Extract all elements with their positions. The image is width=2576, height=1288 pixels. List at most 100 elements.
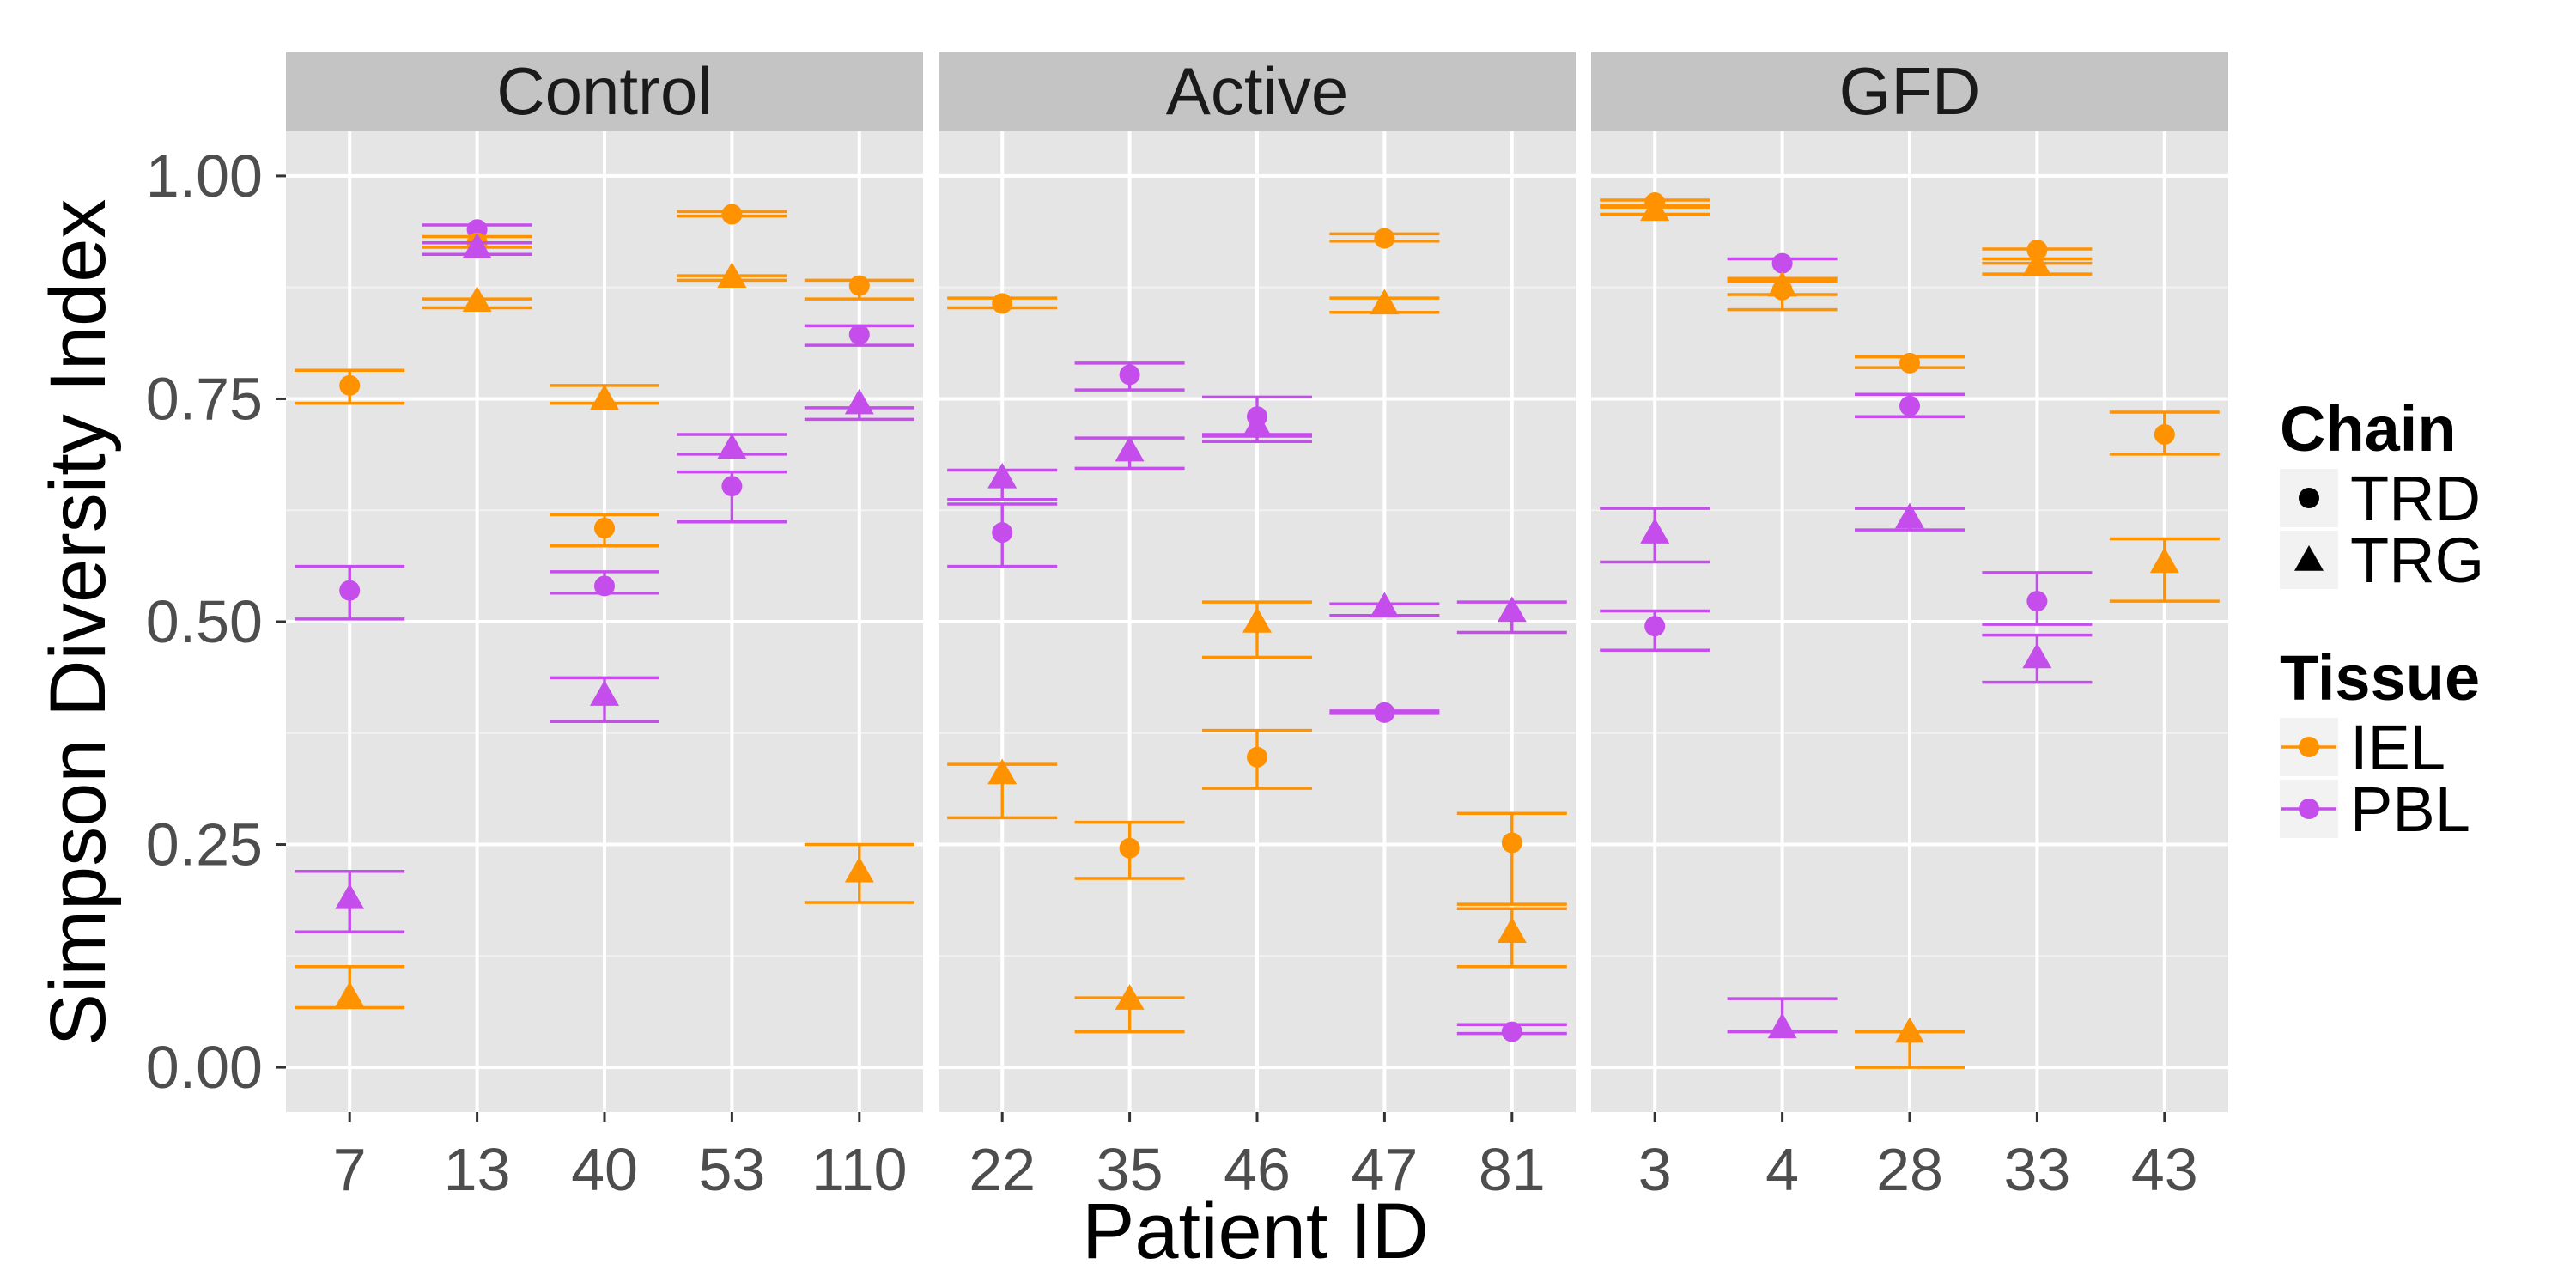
point-circle <box>339 580 361 601</box>
data-point-3-pbl-trd <box>1600 609 1710 652</box>
point-triangle <box>1115 984 1145 1010</box>
legend-circle <box>2299 799 2319 819</box>
data-point-53-iel-trg <box>677 262 787 288</box>
data-point-110-pbl-trg <box>804 388 914 422</box>
point-circle <box>992 293 1013 314</box>
data-point-4-iel-trd <box>1727 279 1838 301</box>
point-circle <box>1501 1021 1522 1042</box>
point-triangle <box>2022 250 2052 276</box>
x-tick-label: 53 <box>698 1136 765 1203</box>
data-point-110-iel-trd <box>804 275 914 301</box>
data-point-7-pbl-trg <box>295 869 405 934</box>
point-triangle <box>335 981 365 1007</box>
point-circle <box>1899 352 1920 374</box>
data-point-53-pbl-trg <box>677 433 787 459</box>
legend-item-trg: TRG <box>2280 525 2484 596</box>
point-circle <box>594 517 615 538</box>
point-circle <box>1771 279 1793 301</box>
legend-circle <box>2299 737 2319 757</box>
data-point-7-iel-trd <box>295 368 405 405</box>
point-triangle <box>590 680 619 706</box>
data-point-40-iel-trd <box>550 513 659 548</box>
data-marks <box>947 228 1567 1042</box>
strip-label: Control <box>496 53 712 129</box>
legend-item-iel: IEL <box>2280 712 2445 783</box>
point-circle <box>1247 746 1267 768</box>
x-tick-label: 13 <box>444 1136 511 1203</box>
point-triangle <box>1767 1012 1797 1039</box>
point-triangle <box>1895 1017 1924 1043</box>
point-circle <box>594 575 615 597</box>
legend-title-chain: Chain <box>2280 393 2457 465</box>
strip-background <box>1591 52 2228 131</box>
data-point-28-pbl-trd <box>1855 392 1965 418</box>
panel-gfd: 3 4 28 33 43 GFD <box>1591 52 2228 1203</box>
point-triangle <box>1497 596 1527 623</box>
point-circle <box>848 324 870 345</box>
point-triangle <box>1370 289 1400 315</box>
point-triangle <box>1242 607 1272 633</box>
x-tick-label: 81 <box>1479 1136 1546 1203</box>
data-point-13-iel-trg <box>422 286 532 313</box>
y-tick-label: 0.75 <box>146 365 263 432</box>
data-point-35-pbl-trd <box>1074 361 1185 392</box>
point-circle <box>2154 423 2175 445</box>
data-point-22-iel-trd <box>947 293 1058 314</box>
strip-label: Active <box>1166 53 1348 129</box>
data-point-53-pbl-trd <box>677 470 787 524</box>
data-point-40-iel-trg <box>550 384 659 410</box>
x-tick-label: 46 <box>1224 1136 1291 1203</box>
data-point-40-pbl-trg <box>550 676 659 724</box>
data-point-110-iel-trg <box>804 842 914 904</box>
legend-circle <box>2299 488 2319 508</box>
data-point-43-iel-trg <box>2109 537 2220 603</box>
data-point-22-iel-trg <box>947 758 1058 820</box>
data-point-81-pbl-trg <box>1456 596 1567 635</box>
data-point-81-iel-trg <box>1456 907 1567 969</box>
legend-item-pbl: PBL <box>2280 774 2470 845</box>
legend-label: PBL <box>2350 774 2470 845</box>
data-marks <box>1600 192 2220 1069</box>
point-circle <box>1644 616 1666 637</box>
x-tick-label: 43 <box>2131 1136 2198 1203</box>
point-triangle <box>987 758 1018 785</box>
point-circle <box>1119 837 1140 859</box>
data-point-47-pbl-trd <box>1329 702 1440 723</box>
point-circle <box>721 204 743 225</box>
data-point-33-pbl-trg <box>1982 633 2093 684</box>
x-tick-label: 35 <box>1097 1136 1163 1203</box>
x-tick-label: 110 <box>811 1136 908 1203</box>
point-triangle <box>1895 502 1924 529</box>
point-triangle <box>844 388 874 415</box>
point-triangle <box>717 433 747 459</box>
point-circle <box>339 374 361 396</box>
data-point-28-iel-trd <box>1855 352 1965 374</box>
point-triangle <box>462 286 492 313</box>
data-point-53-iel-trd <box>677 204 787 225</box>
point-triangle <box>2149 547 2179 574</box>
data-point-40-pbl-trd <box>550 570 659 597</box>
y-tick-label: 0.00 <box>146 1034 263 1101</box>
data-point-47-pbl-trg <box>1329 592 1440 618</box>
point-triangle <box>590 384 619 410</box>
data-point-7-pbl-trd <box>295 564 405 621</box>
point-triangle <box>1242 410 1272 437</box>
legend-label: TRD <box>2350 463 2481 534</box>
point-triangle <box>1640 195 1670 222</box>
x-tick-label: 33 <box>2003 1136 2070 1203</box>
point-circle <box>1119 364 1140 386</box>
legend-label: IEL <box>2350 712 2445 783</box>
data-point-46-iel-trg <box>1202 600 1312 659</box>
data-point-4-pbl-trg <box>1727 997 1838 1039</box>
data-point-35-iel-trd <box>1074 820 1185 880</box>
legend-triangle <box>2294 545 2324 571</box>
point-circle <box>2026 591 2048 612</box>
data-point-46-iel-trd <box>1202 728 1312 790</box>
data-point-47-iel-trd <box>1329 228 1440 249</box>
data-point-28-iel-trg <box>1855 1017 1965 1069</box>
panels: 7 13 40 53 110 Control 22 35 46 47 81 Active 3 4 28 33 4… <box>286 52 2228 1203</box>
data-point-22-pbl-trd <box>947 502 1058 568</box>
y-tick-label: 1.00 <box>146 143 263 210</box>
data-marks <box>295 204 914 1010</box>
point-circle <box>721 476 743 497</box>
